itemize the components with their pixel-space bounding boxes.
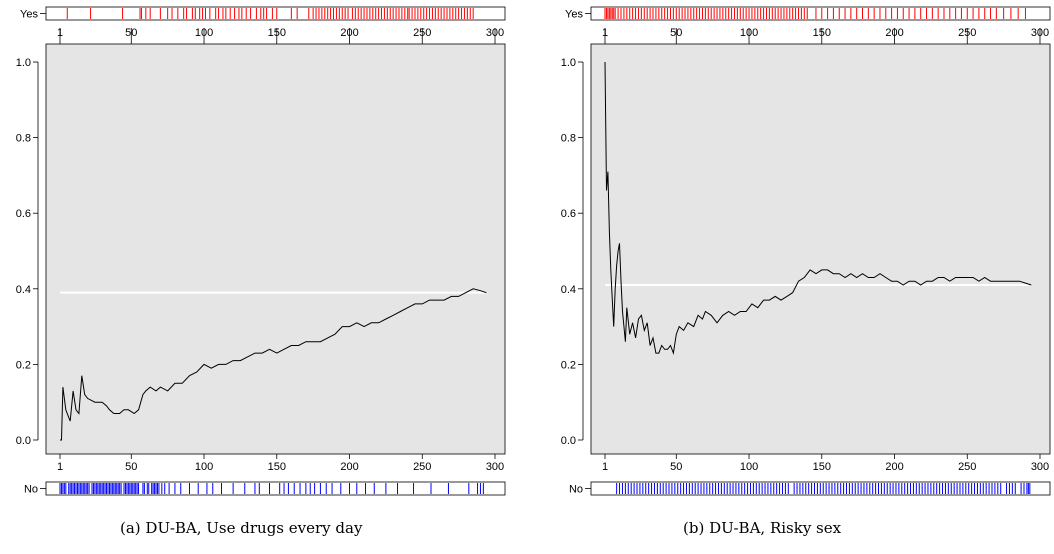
x-tick-label-top: 150 bbox=[813, 27, 831, 39]
x-tick-label-bottom: 150 bbox=[268, 461, 286, 473]
x-tick-label-top: 150 bbox=[268, 27, 286, 39]
plot-panel bbox=[45, 43, 506, 455]
x-tick-label-top: 50 bbox=[670, 27, 682, 39]
y-tick-label: 0.2 bbox=[561, 359, 576, 371]
x-tick-label-bottom: 300 bbox=[1031, 461, 1049, 473]
caption-b: (b) DU-BA, Risky sex bbox=[683, 519, 842, 537]
x-tick-label-top: 250 bbox=[958, 27, 976, 39]
y-tick-label: 0.6 bbox=[16, 208, 31, 220]
x-tick-label-top: 250 bbox=[413, 27, 431, 39]
y-tick-label: 0.4 bbox=[561, 284, 576, 296]
x-tick-label-top: 1 bbox=[602, 27, 608, 39]
y-tick-label: 0.8 bbox=[561, 133, 576, 145]
series-line bbox=[604, 61, 1032, 356]
x-tick-label-bottom: 300 bbox=[486, 461, 504, 473]
rug-top-box bbox=[45, 6, 506, 21]
x-tick-label-bottom: 50 bbox=[125, 461, 137, 473]
y-tick-label: 0.0 bbox=[16, 435, 31, 447]
x-tick-label-bottom: 1 bbox=[602, 461, 608, 473]
x-tick-label-top: 50 bbox=[125, 27, 137, 39]
x-tick-label-bottom: 100 bbox=[740, 461, 758, 473]
caption-a: (a) DU-BA, Use drugs every day bbox=[120, 519, 363, 537]
rug-bottom-label: No bbox=[24, 484, 38, 496]
x-tick-label-top: 100 bbox=[740, 27, 758, 39]
rug-top-box bbox=[590, 6, 1051, 21]
y-tick-label: 1.0 bbox=[561, 57, 576, 69]
y-tick-label: 0.8 bbox=[16, 133, 31, 145]
y-tick-label: 0.0 bbox=[561, 435, 576, 447]
x-tick-label-bottom: 100 bbox=[195, 461, 213, 473]
rug-top-label: Yes bbox=[565, 9, 583, 21]
y-tick-label: 0.2 bbox=[16, 359, 31, 371]
plot-panel bbox=[590, 43, 1051, 455]
x-tick-label-bottom: 1 bbox=[57, 461, 63, 473]
x-tick-label-bottom: 150 bbox=[813, 461, 831, 473]
x-tick-label-bottom: 250 bbox=[413, 461, 431, 473]
y-tick-label: 0.6 bbox=[561, 208, 576, 220]
rug-bottom-label: No bbox=[569, 484, 583, 496]
rug-top-label: Yes bbox=[20, 9, 38, 21]
x-tick-label-bottom: 250 bbox=[958, 461, 976, 473]
y-tick-label: 0.4 bbox=[16, 284, 31, 296]
x-tick-label-top: 300 bbox=[486, 27, 504, 39]
y-tick-label: 1.0 bbox=[16, 57, 31, 69]
series-line bbox=[60, 288, 487, 441]
x-tick-label-bottom: 200 bbox=[340, 461, 358, 473]
x-tick-label-top: 200 bbox=[340, 27, 358, 39]
x-tick-label-top: 200 bbox=[885, 27, 903, 39]
x-tick-label-top: 1 bbox=[57, 27, 63, 39]
x-tick-label-bottom: 200 bbox=[885, 461, 903, 473]
x-tick-label-top: 100 bbox=[195, 27, 213, 39]
x-tick-label-bottom: 50 bbox=[670, 461, 682, 473]
x-tick-label-top: 300 bbox=[1031, 27, 1049, 39]
